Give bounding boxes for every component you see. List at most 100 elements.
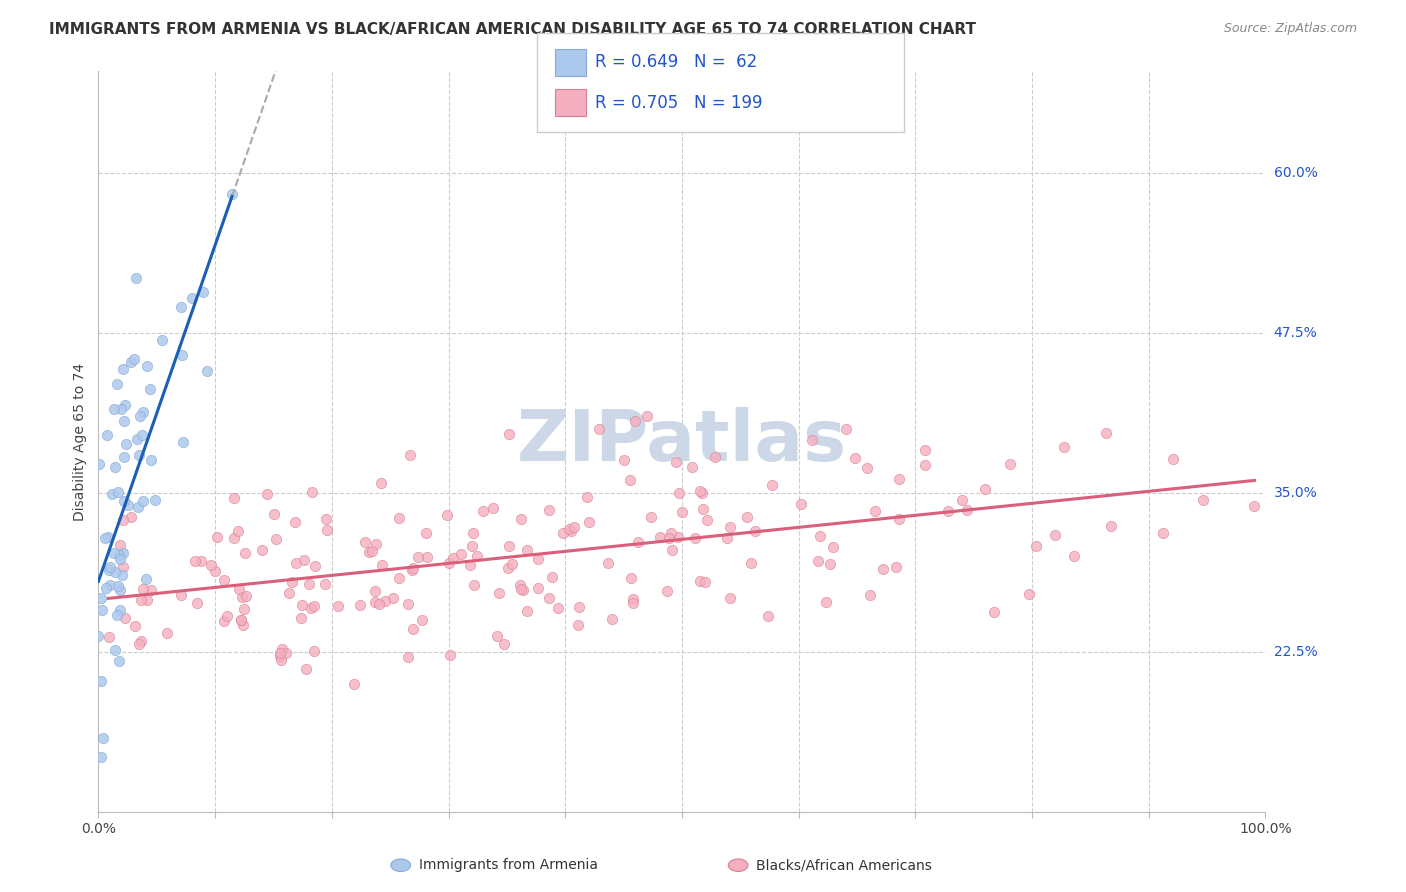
Point bbox=[661, 542, 683, 557]
Point bbox=[704, 450, 727, 465]
Point bbox=[228, 582, 250, 596]
Point bbox=[368, 597, 391, 611]
Point bbox=[621, 596, 644, 610]
Point bbox=[108, 583, 131, 598]
Point bbox=[112, 450, 135, 464]
Point bbox=[170, 588, 193, 602]
Point bbox=[695, 574, 717, 589]
Point bbox=[231, 590, 253, 604]
Point bbox=[689, 574, 711, 588]
Point bbox=[1018, 587, 1040, 601]
Point bbox=[136, 359, 159, 373]
Point bbox=[87, 628, 110, 642]
Point bbox=[621, 591, 644, 606]
Point bbox=[125, 271, 148, 285]
Point bbox=[129, 592, 152, 607]
Point bbox=[1191, 493, 1213, 508]
Point bbox=[105, 376, 128, 391]
Point bbox=[120, 510, 142, 524]
Point bbox=[127, 432, 149, 446]
Point bbox=[492, 637, 515, 651]
Point bbox=[626, 534, 648, 549]
Point bbox=[527, 581, 550, 595]
Point bbox=[950, 493, 973, 508]
Point bbox=[90, 750, 112, 764]
Point bbox=[560, 524, 582, 538]
Point bbox=[115, 437, 138, 451]
Point bbox=[859, 588, 882, 602]
Point bbox=[914, 443, 936, 458]
Point bbox=[89, 457, 111, 471]
Point bbox=[145, 492, 167, 507]
Point bbox=[256, 486, 278, 500]
Point bbox=[222, 491, 245, 505]
Point bbox=[661, 526, 683, 541]
Point bbox=[172, 435, 194, 450]
Point bbox=[463, 578, 485, 592]
Point bbox=[886, 559, 908, 574]
Point bbox=[510, 582, 533, 596]
Point bbox=[128, 448, 150, 462]
Text: IMMIGRANTS FROM ARMENIA VS BLACK/AFRICAN AMERICAN DISABILITY AGE 65 TO 74 CORREL: IMMIGRANTS FROM ARMENIA VS BLACK/AFRICAN… bbox=[49, 22, 976, 37]
Point bbox=[488, 586, 510, 600]
Point bbox=[183, 554, 205, 568]
Text: Immigrants from Armenia: Immigrants from Armenia bbox=[419, 858, 598, 872]
Point bbox=[623, 413, 645, 427]
Point bbox=[613, 452, 636, 467]
Point bbox=[562, 520, 585, 534]
Point bbox=[1000, 457, 1022, 471]
Point bbox=[761, 478, 783, 492]
Point bbox=[252, 543, 274, 558]
Point bbox=[681, 459, 703, 474]
Point bbox=[212, 615, 235, 629]
Point bbox=[349, 599, 371, 613]
Point bbox=[1095, 426, 1118, 441]
Point bbox=[103, 402, 125, 417]
Text: 35.0%: 35.0% bbox=[1274, 485, 1317, 500]
Point bbox=[498, 426, 520, 441]
Point bbox=[498, 539, 520, 553]
Point bbox=[956, 502, 979, 516]
Point bbox=[301, 484, 323, 499]
Point bbox=[685, 531, 707, 545]
Point bbox=[578, 515, 600, 529]
Point bbox=[292, 553, 315, 567]
Point bbox=[450, 547, 472, 561]
Point bbox=[914, 458, 936, 472]
Point bbox=[658, 531, 681, 545]
Point bbox=[364, 584, 387, 599]
Point bbox=[482, 501, 505, 516]
Point bbox=[285, 556, 308, 570]
Point bbox=[231, 613, 253, 627]
Point bbox=[129, 409, 152, 424]
Point bbox=[131, 428, 153, 442]
Point bbox=[439, 648, 461, 663]
Point bbox=[416, 550, 439, 565]
Point bbox=[328, 599, 350, 614]
Point bbox=[388, 511, 411, 525]
Point bbox=[117, 498, 139, 512]
Point bbox=[90, 591, 112, 605]
Point bbox=[718, 591, 741, 605]
Point bbox=[114, 611, 136, 625]
Point bbox=[437, 556, 460, 570]
Point bbox=[800, 434, 823, 448]
Point bbox=[110, 602, 132, 616]
Point bbox=[186, 596, 208, 610]
Point bbox=[620, 571, 643, 585]
Point bbox=[112, 494, 135, 508]
Point bbox=[110, 402, 132, 417]
Point bbox=[553, 525, 575, 540]
Point bbox=[98, 559, 121, 574]
Point bbox=[103, 546, 125, 560]
Point bbox=[290, 611, 312, 625]
Point bbox=[235, 589, 257, 603]
Point bbox=[284, 515, 307, 529]
Point bbox=[269, 649, 291, 664]
Text: ZIPatlas: ZIPatlas bbox=[517, 407, 846, 476]
Point bbox=[156, 626, 179, 640]
Point bbox=[132, 405, 155, 419]
Point bbox=[172, 348, 194, 362]
Point bbox=[402, 622, 425, 636]
Point bbox=[696, 513, 718, 527]
